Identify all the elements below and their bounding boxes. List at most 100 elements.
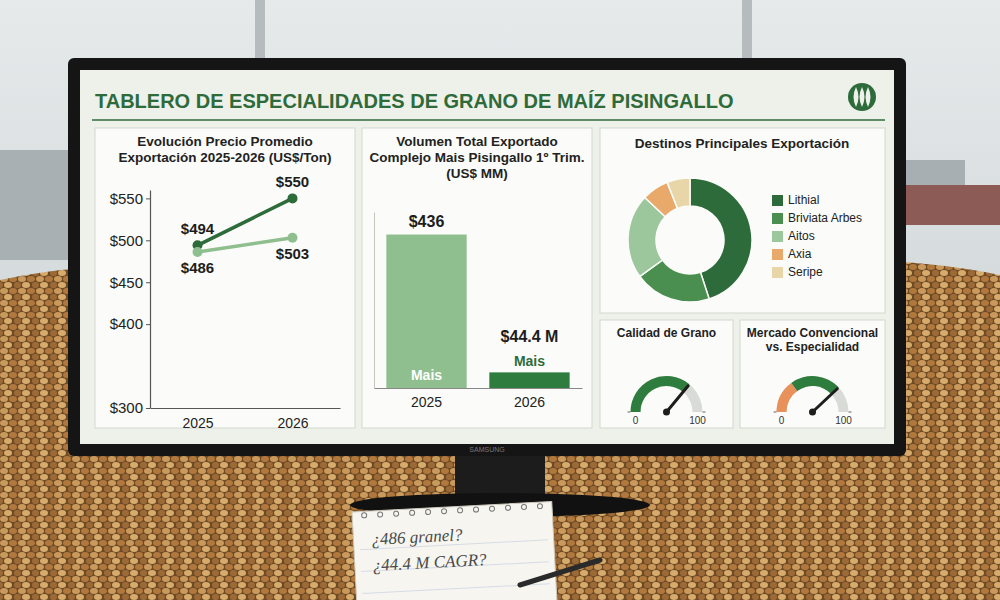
gauge: 0100 [628, 376, 707, 426]
spiral [394, 511, 399, 516]
tick: $550 [110, 190, 150, 207]
tick-mark [146, 240, 150, 241]
tick-label: 2026 [277, 415, 308, 431]
point [288, 233, 298, 243]
tick: $500 [110, 232, 150, 249]
canvas: SAMSUNG TABLERO DE ESPECIALIDADES DE GRAN… [0, 0, 1000, 600]
panel [600, 128, 885, 313]
panel [600, 320, 733, 428]
tick-mark [146, 408, 150, 409]
gauge: 0 100 [774, 376, 853, 426]
legend-label: Briviata Arbes [788, 211, 862, 225]
tick-label: 0 [779, 415, 785, 426]
bar-text: Mais [411, 367, 442, 383]
tick-mark [703, 412, 706, 413]
panel-title: Volumen Total ExportadoComplejo Mais Pis… [370, 134, 585, 181]
title-line: vs. Especialidad [766, 340, 859, 354]
bar [386, 235, 466, 388]
title-line: Complejo Mais Pisingallo 1º Trim. [370, 150, 585, 165]
title-rule [92, 119, 885, 121]
needle-hub [809, 409, 816, 416]
point [288, 193, 298, 203]
data-label: $550 [276, 173, 309, 190]
pie [628, 178, 752, 302]
legend-swatch [772, 213, 783, 224]
monitor-frame [68, 58, 906, 456]
tick-mark [849, 412, 852, 413]
legend-swatch [772, 267, 783, 278]
tick-mark [146, 282, 150, 283]
spiral [362, 513, 367, 518]
panel-title: Destinos Principales Exportación [635, 136, 850, 151]
title-line: Destinos Principales Exportación [635, 136, 850, 151]
data-label: $436 [409, 213, 445, 230]
plot-marks [386, 235, 569, 388]
data-label: $503 [276, 245, 309, 262]
title-line: Exportación 2025-2026 (US$/Ton) [119, 150, 332, 165]
panel [740, 320, 885, 428]
point [193, 247, 203, 257]
pen [520, 560, 600, 585]
note-text: ¿486 granel? [371, 525, 464, 549]
panel-title: Evolución Precio PromedioExportación 202… [119, 134, 332, 165]
data-label: $44.4 M [501, 328, 559, 345]
spiral [425, 509, 430, 514]
title-line: Mercado Convencional [747, 326, 878, 340]
legend-swatch [772, 231, 783, 242]
spiral [505, 505, 510, 510]
legend: LithialBriviata ArbesAitosAxiaSeripe [772, 193, 862, 279]
title-line: Evolución Precio Promedio [137, 134, 313, 149]
tick-mark [774, 412, 777, 413]
legend-swatch [772, 249, 783, 260]
title-line: (US$ MM) [446, 166, 508, 181]
legend-label: Axia [788, 247, 812, 261]
data-label: $486 [181, 259, 214, 276]
panel-title: Mercado Convencionalvs. Especialidad [747, 326, 878, 354]
note-text: ¿44.4 M CAGR? [372, 550, 487, 575]
ship [905, 185, 1000, 225]
tick: 2026 [514, 388, 545, 410]
legend-label: Seripe [788, 265, 823, 279]
tick: 2025 [411, 388, 442, 410]
ship [905, 160, 965, 185]
spiral [457, 508, 462, 513]
spiral [441, 509, 446, 514]
tick-label: $550 [110, 190, 143, 207]
tick-label: 100 [689, 415, 706, 426]
tick-label: $500 [110, 232, 143, 249]
slice [667, 178, 690, 208]
y-axis: $300 $400 $450 $500 $550 [110, 190, 151, 417]
legend-label: Aitos [788, 229, 815, 243]
tick-label: $450 [110, 274, 143, 291]
spiral [489, 506, 494, 511]
x-axis: 2025 2026 [375, 388, 583, 410]
title-line: Volumen Total Exportado [396, 134, 558, 149]
screen [80, 70, 894, 444]
legend-swatch [772, 195, 783, 206]
tick: 2026 [277, 408, 308, 431]
tick: $450 [110, 274, 150, 291]
title-line: Calidad de Grano [617, 326, 716, 340]
spiral [378, 512, 383, 517]
axis-line [150, 191, 151, 409]
gauge-needle [667, 386, 689, 412]
tick-label: 2025 [411, 394, 442, 410]
tick-mark [146, 324, 150, 325]
spiral [521, 504, 526, 509]
tick-mark [146, 198, 150, 199]
axis-line [375, 388, 583, 389]
brand: SAMSUNG [469, 446, 504, 453]
dashboard-title: TABLERO DE ESPECIALIDADES DE GRANO DE MA… [95, 90, 734, 112]
tick-label: $400 [110, 315, 143, 332]
x-axis: 20252026 [151, 408, 341, 431]
panel [95, 128, 355, 428]
bar [489, 372, 569, 388]
axis-line [151, 408, 341, 409]
tick-label: 100 [835, 415, 852, 426]
spiral [409, 510, 414, 515]
panel-title: Calidad de Grano [617, 326, 716, 340]
building [0, 150, 70, 260]
spiral [473, 507, 478, 512]
spiral [537, 504, 542, 509]
tick-label: $300 [110, 399, 143, 416]
